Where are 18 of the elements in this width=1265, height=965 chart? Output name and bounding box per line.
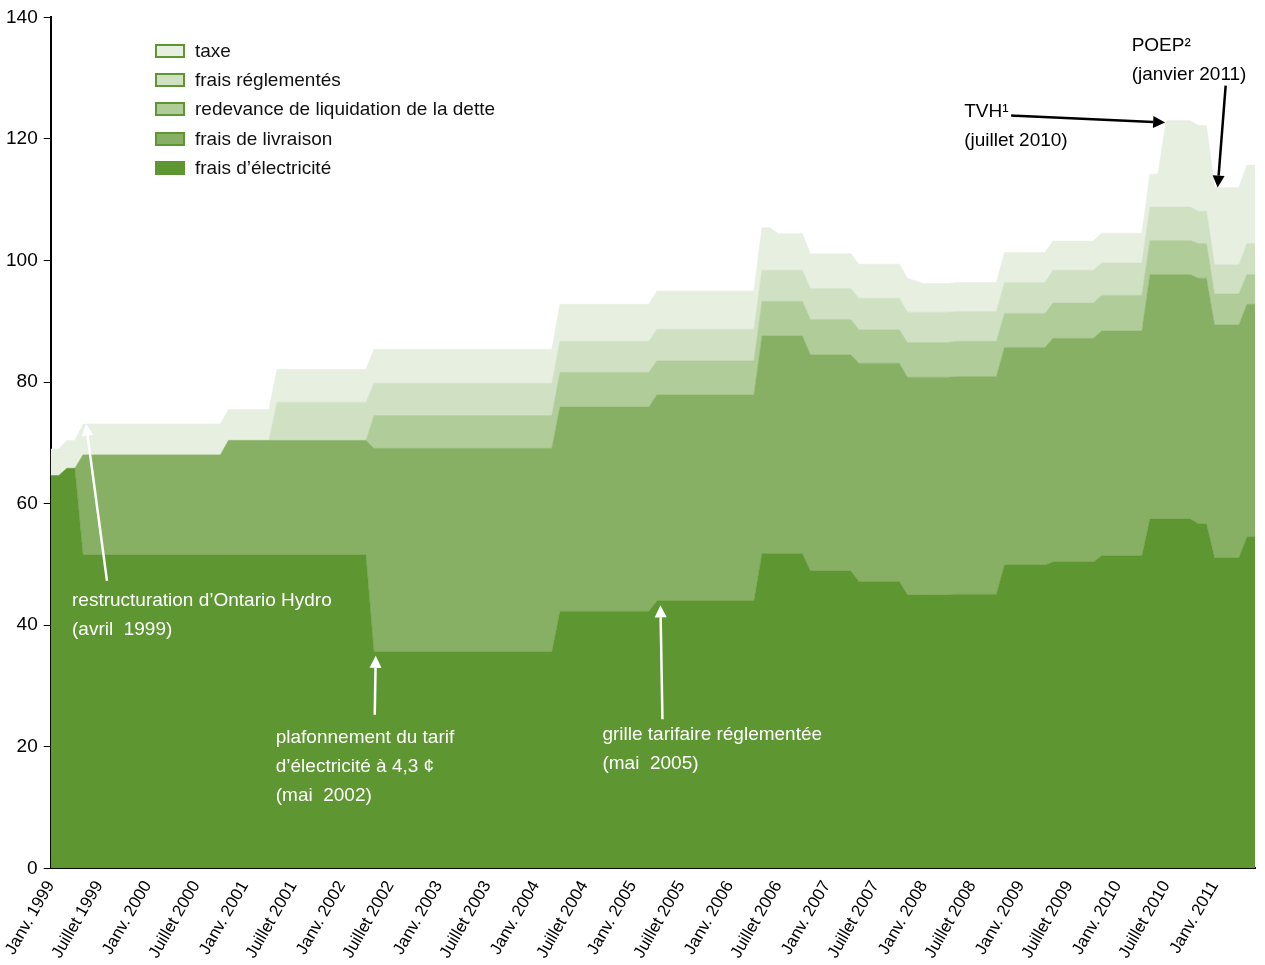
legend-label: taxe <box>195 39 231 62</box>
legend-label: frais de livraison <box>195 127 333 150</box>
y-tick-label: 80 <box>16 370 38 392</box>
y-tick-label: 60 <box>16 491 38 513</box>
annotation: TVH¹ (juillet 2010) <box>964 99 1068 150</box>
y-tick-label: 0 <box>27 856 38 878</box>
y-tick-label: 100 <box>6 248 38 270</box>
legend-label: frais réglementés <box>195 68 341 91</box>
annotation: restructuration d’Ontario Hydro (avril 1999) <box>71 589 332 640</box>
annotation: POEP² (janvier 2011) <box>1131 33 1247 84</box>
y-tick-label: 20 <box>16 734 38 756</box>
legend-label: frais d’électricité <box>195 156 332 179</box>
y-tick-label: 40 <box>16 613 38 635</box>
y-tick-label: 140 <box>6 5 38 27</box>
y-tick-label: 120 <box>6 127 38 149</box>
legend-label: redevance de liquidation de la dette <box>195 98 496 121</box>
annotation: plafonnement du tarif d’électricité à 4,3 ¢ (mai 2002) <box>275 726 455 806</box>
annotation: grille tarifaire réglementée (mai 2005) <box>602 722 823 773</box>
